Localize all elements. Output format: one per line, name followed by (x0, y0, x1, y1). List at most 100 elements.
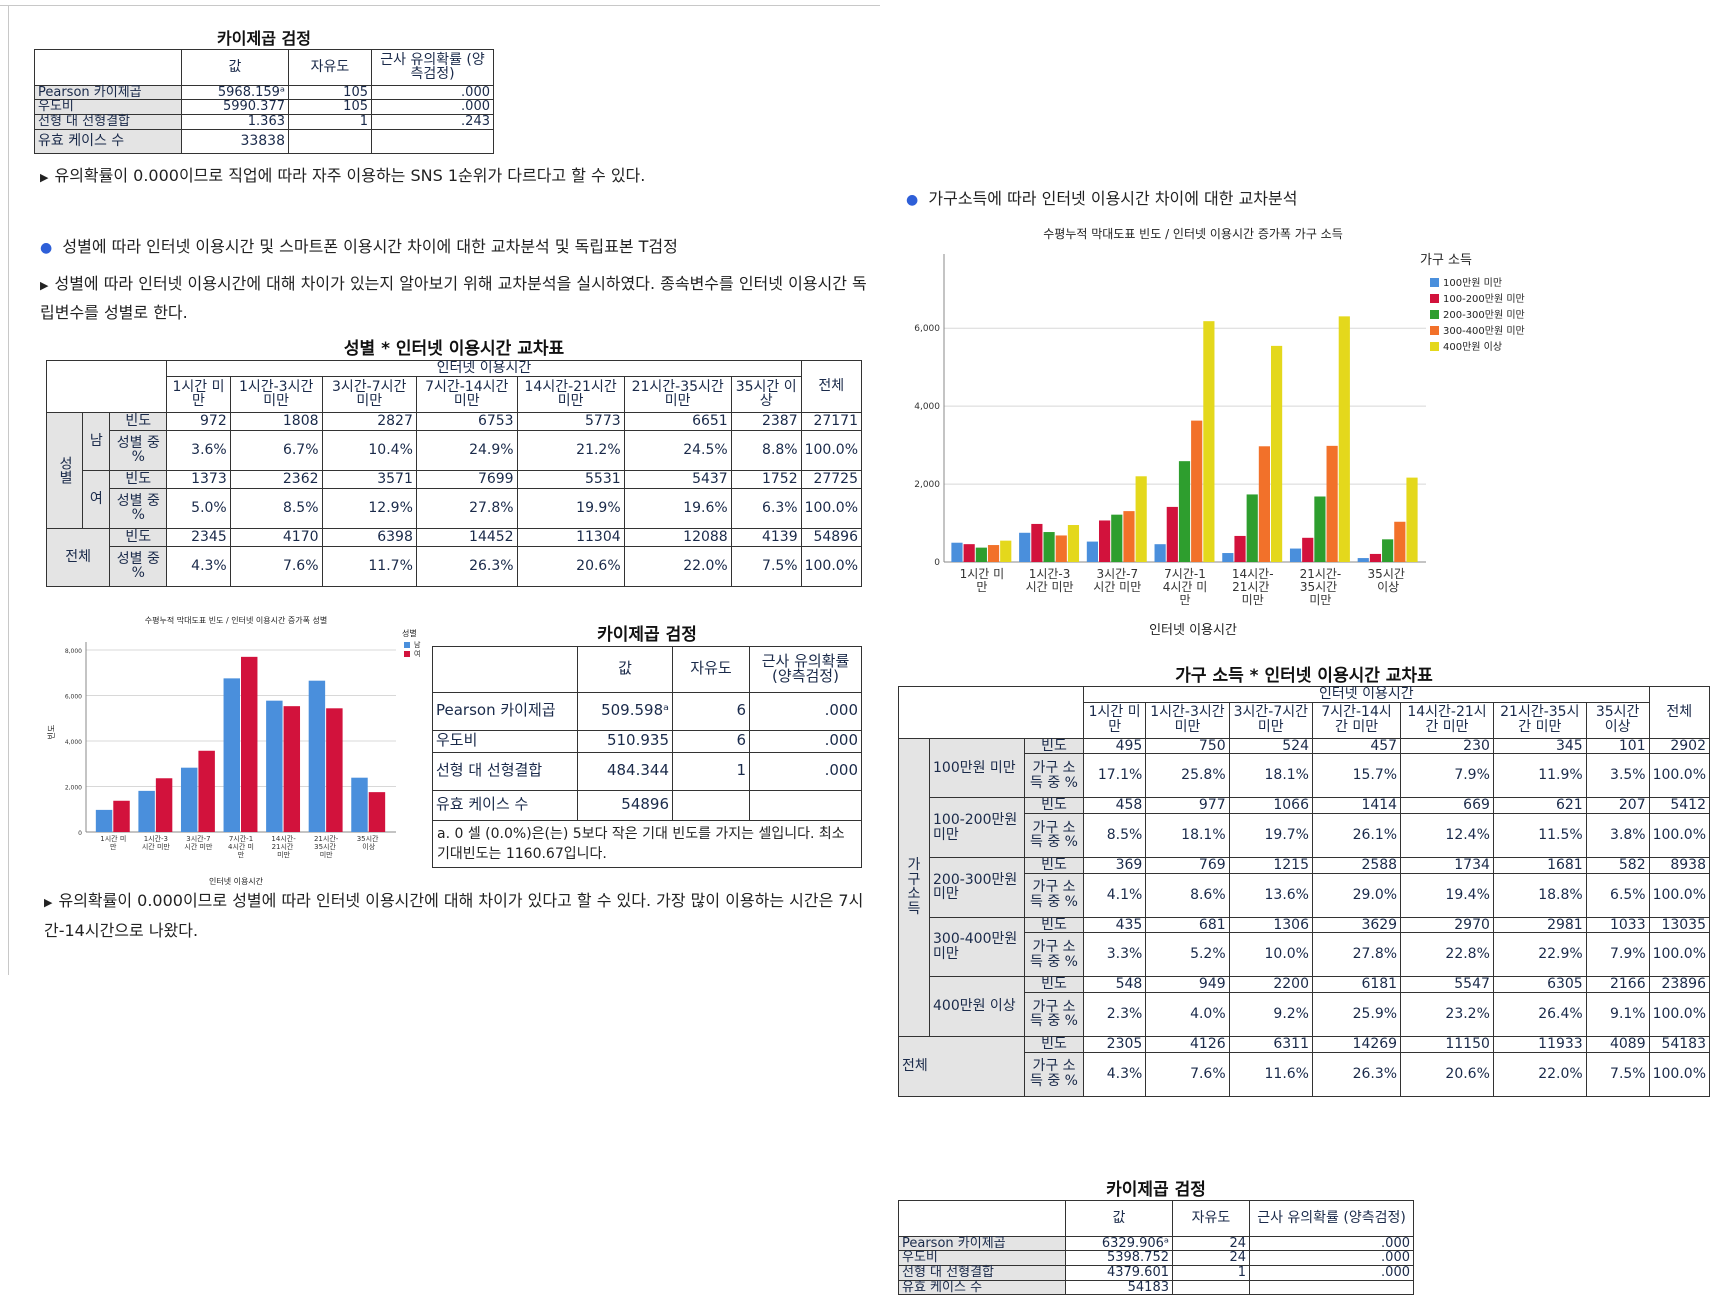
cell-freq: 11933 (1492, 1035, 1587, 1053)
bar-4-0 (1000, 540, 1012, 562)
bar-4-5 (1338, 316, 1350, 562)
bar-3-2 (1123, 511, 1135, 562)
x-tick-label: 3시간-7 시간 미만 (1093, 567, 1141, 594)
cell-freq: 681 (1145, 916, 1230, 934)
col-header: 1시간 미만 (1082, 701, 1147, 739)
legend-title: 성별 (402, 628, 417, 638)
x-tick-label-line: 21시간 (1232, 580, 1273, 594)
cell-freq: 2305 (1082, 1035, 1147, 1053)
col-header-sig: 근사 유의확률 (양측검정) (749, 645, 862, 693)
row-label: 400만원 이상 (929, 976, 1025, 1037)
page-top-rule (0, 5, 880, 6)
cell-pct: 100.0% (1648, 991, 1711, 1037)
bar-3-4 (1258, 446, 1270, 562)
cell-pct: 100.0% (1648, 932, 1711, 978)
cell-value: 5990.377 (181, 99, 289, 116)
cell-pct: 7.6% (1145, 1051, 1230, 1097)
triangle-bullet-icon: ▶ (44, 896, 53, 909)
cell-pct: 8.6% (1145, 872, 1230, 918)
legend-label: 200-300만원 미만 (1443, 309, 1525, 321)
cell-pct: 25.9% (1311, 991, 1402, 1037)
bar-2-2 (1111, 514, 1123, 562)
cell-freq: 977 (1145, 797, 1230, 814)
stat-label-freq: 빈도 (109, 411, 168, 431)
x-tick-label: 21시간-35시간 미만 (314, 834, 339, 859)
legend-swatch (1430, 342, 1439, 351)
span-header: 인터넷 이용시간 (1083, 685, 1650, 703)
row-label-total: 전체 (45, 527, 111, 587)
row-label: 우도비 (34, 99, 182, 116)
table-title: 가구 소득 * 인터넷 이용시간 교차표 (898, 667, 1710, 687)
x-tick-label-line: 14시간- (1232, 567, 1274, 581)
cell-freq: 4089 (1585, 1035, 1650, 1053)
cell-freq: 3629 (1311, 916, 1402, 934)
cell-freq: 621 (1492, 797, 1587, 814)
stat-label-freq: 빈도 (1024, 797, 1084, 814)
x-tick-label-line: 시간 미만 (1026, 580, 1074, 594)
heading-gender-analysis: ● 성별에 따라 인터넷 이용시간 및 스마트폰 이용시간 차이에 대한 교차분… (40, 237, 678, 256)
col-header-df: 자유도 (672, 645, 750, 693)
x-tick-label-line: 3시간-7 (1096, 567, 1138, 581)
cell-pct: 18.1% (1145, 812, 1230, 858)
cell-pct: 11.6% (1228, 1051, 1313, 1097)
cell-freq: 54183 (1648, 1035, 1711, 1053)
bar-3-5 (1326, 445, 1338, 562)
cell-freq: 5547 (1400, 976, 1494, 993)
cell-pct: 17.1% (1082, 753, 1147, 799)
cell-pct: 11.9% (1492, 753, 1587, 799)
cell-freq: 1033 (1585, 916, 1650, 934)
cell-value: 1.363 (181, 114, 289, 130)
cell-pct: 9.1% (1585, 991, 1650, 1037)
cell-pct: 2.3% (1082, 991, 1147, 1037)
cell-sig: .000 (371, 99, 494, 116)
bar-0-5 (1289, 548, 1302, 562)
cell-freq: 2902 (1648, 737, 1711, 755)
x-tick-label-line: 시간 미만 (1093, 580, 1141, 594)
bar-0-4 (1222, 553, 1234, 562)
span-header: 인터넷 이용시간 (166, 359, 802, 377)
stat-label-pct: 성별 중 % (109, 545, 168, 587)
bar-4-3 (1203, 321, 1215, 562)
col-header: 14시간-21시간 미만 (1400, 701, 1494, 739)
bar-1-1 (1031, 523, 1043, 562)
footnote: a. 0 셀 (0.0%)은(는) 5보다 작은 기대 빈도를 가지는 셀입니다… (432, 819, 862, 868)
bar-0-4 (266, 700, 283, 832)
cell-freq: 1414 (1311, 797, 1402, 814)
cell-freq: 5412 (1648, 797, 1711, 814)
bar-1-3 (1166, 506, 1178, 562)
cell-pct: 18.8% (1492, 872, 1587, 918)
x-tick-label-line: 미만 (320, 850, 333, 859)
col-header-value: 값 (577, 645, 673, 693)
x-tick-label: 14시간-21시간 미만 (1232, 567, 1274, 607)
cell-freq: 6311 (1228, 1035, 1313, 1053)
chi-square-table-occupation: 카이제곱 검정 값 자유도 근사 유의확률 (양측검정) Pearson 카이제… (34, 30, 494, 154)
cell-pct: 4.3% (1082, 1051, 1147, 1097)
cell-pct: 26.1% (1311, 812, 1402, 858)
x-tick-label-line: 4시간 미 (228, 842, 254, 851)
cell-pct: 4.1% (1082, 872, 1147, 918)
x-tick-label: 1시간-3 시간 미만 (1026, 567, 1074, 594)
cell-pct: 22.0% (1492, 1051, 1587, 1097)
cell-pct: 100.0% (1648, 753, 1711, 799)
table-title: 카이제곱 검정 (432, 626, 862, 647)
row-label: 200-300만원 미만 (929, 856, 1025, 918)
legend-swatch (1430, 294, 1439, 303)
stat-label-freq: 빈도 (1024, 1035, 1084, 1053)
cell-pct: 12.4% (1400, 812, 1494, 858)
x-tick-label-line: 만 (1179, 593, 1190, 607)
legend-swatch (1430, 310, 1439, 319)
row-label: 우도비 (898, 1250, 1066, 1267)
group-label-gender: 성별 (45, 411, 84, 529)
cell-pct: 3.8% (1585, 812, 1650, 858)
row-label: 유효 케이스 수 (34, 128, 182, 154)
bar-4-1 (1067, 525, 1080, 562)
col-header-total: 전체 (800, 359, 863, 413)
chart-title: 수평누적 막대도표 빈도 / 인터넷 이용시간 증가폭 가구 소득 (1043, 227, 1343, 241)
cell-freq: 524 (1228, 737, 1313, 755)
cell-freq: 207 (1585, 797, 1650, 814)
x-tick-label: 1시간-3 시간 미만 (142, 834, 171, 851)
cell-freq: 582 (1585, 856, 1650, 874)
x-tick-label-line: 14시간- (271, 834, 296, 843)
